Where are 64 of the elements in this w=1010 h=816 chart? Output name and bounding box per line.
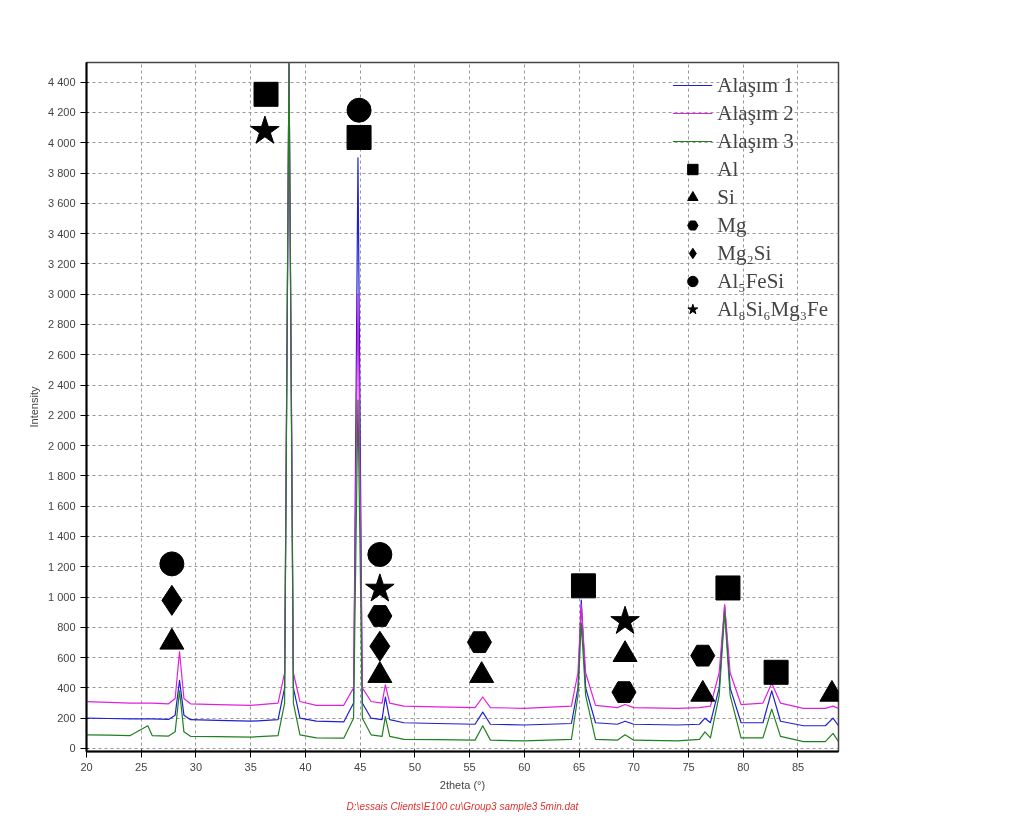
y-tick-label: 2 000 bbox=[47, 439, 76, 452]
legend-label: Si bbox=[717, 184, 736, 210]
x-tick-label: 25 bbox=[135, 760, 148, 773]
y-tick-label: 4 200 bbox=[47, 106, 76, 119]
legend-label: Mg₂Si bbox=[717, 240, 772, 266]
legend-label: Alaşım 1 bbox=[717, 72, 794, 98]
point bbox=[367, 542, 393, 567]
point bbox=[570, 573, 596, 599]
y-tick-label: 3 200 bbox=[47, 257, 76, 270]
x-tick-label: 65 bbox=[572, 760, 586, 773]
y-tick-label: 1 000 bbox=[47, 591, 76, 604]
point bbox=[346, 97, 372, 123]
x-axis-title: 2theta (°) bbox=[439, 778, 486, 791]
legend-label: Alaşım 3 bbox=[717, 128, 794, 154]
y-tick-label: 1 400 bbox=[47, 530, 76, 543]
x-tick-label: 80 bbox=[737, 760, 750, 773]
point bbox=[253, 81, 279, 107]
y-tick-label: 600 bbox=[57, 651, 76, 664]
y-tick-label: 1 200 bbox=[47, 560, 76, 573]
legend-label: Al₅FeSi bbox=[717, 268, 785, 294]
point bbox=[715, 575, 741, 601]
y-tick-label: 4 000 bbox=[47, 136, 76, 149]
point bbox=[763, 659, 789, 685]
point bbox=[250, 115, 280, 144]
y-tick-label: 2 800 bbox=[47, 318, 76, 331]
y-tick-label: 200 bbox=[57, 712, 76, 725]
y-tick-label: 2 200 bbox=[47, 409, 76, 422]
y-axis-title: Intensity bbox=[27, 386, 40, 428]
y-tick-label: 800 bbox=[57, 621, 76, 634]
point bbox=[365, 573, 395, 602]
point bbox=[466, 631, 492, 654]
y-tick-label: 3 600 bbox=[47, 197, 76, 210]
x-tick-label: 75 bbox=[682, 760, 695, 773]
legend-label: Al bbox=[717, 156, 739, 182]
x-tick-label: 50 bbox=[408, 760, 422, 773]
legend-label: Mg bbox=[717, 212, 747, 238]
y-tick-label: 1 800 bbox=[47, 469, 76, 482]
y-tick-label: 3 000 bbox=[47, 288, 76, 301]
point bbox=[346, 124, 372, 150]
x-tick-label: 30 bbox=[189, 760, 203, 773]
y-tick-label: 2 400 bbox=[47, 379, 76, 392]
x-tick-label: 60 bbox=[518, 760, 531, 773]
point bbox=[159, 551, 185, 577]
x-tick-label: 35 bbox=[244, 760, 257, 773]
y-tick-label: 4 400 bbox=[47, 76, 76, 89]
point bbox=[367, 605, 393, 627]
point bbox=[610, 605, 640, 634]
text: D:\essais Clients\E100 cu\Group3 sample3 5min.dat bbox=[346, 800, 580, 812]
point bbox=[690, 644, 716, 667]
x-tick-label: 40 bbox=[299, 760, 312, 773]
y-tick-label: 0 bbox=[69, 742, 76, 755]
legend-label: Al₈Si₆Mg₃Fe bbox=[717, 296, 828, 322]
x-tick-label: 20 bbox=[80, 760, 93, 773]
y-tick-label: 3 800 bbox=[47, 167, 76, 180]
x-tick-label: 45 bbox=[354, 760, 367, 773]
x-tick-label: 55 bbox=[463, 760, 476, 773]
y-tick-label: 3 400 bbox=[47, 227, 76, 240]
legend-label: Alaşım 2 bbox=[717, 100, 794, 126]
y-tick-label: 2 600 bbox=[47, 348, 76, 361]
y-tick-label: 400 bbox=[57, 681, 76, 694]
y-tick-label: 1 600 bbox=[47, 500, 76, 513]
point bbox=[611, 681, 637, 704]
x-tick-label: 85 bbox=[791, 760, 805, 773]
x-tick-label: 70 bbox=[627, 760, 640, 773]
